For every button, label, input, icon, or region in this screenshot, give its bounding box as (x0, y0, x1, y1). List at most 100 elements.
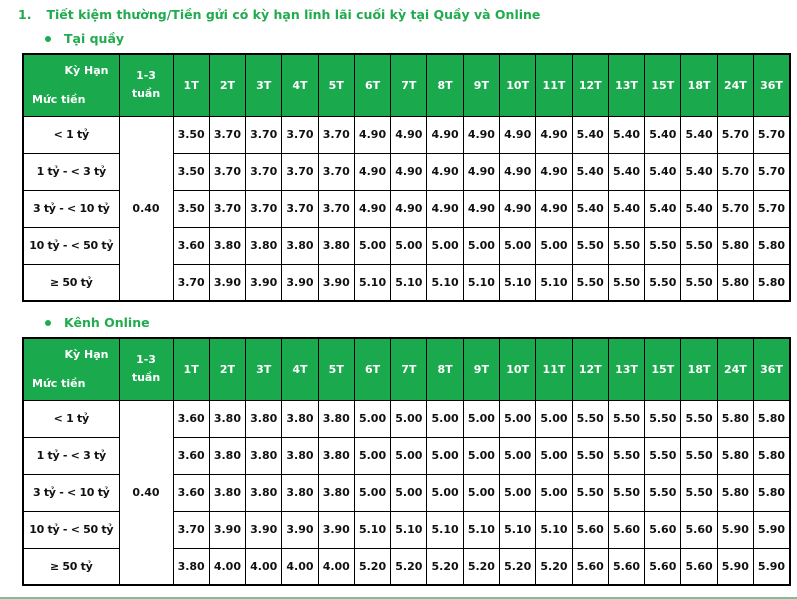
table-row: ≥ 50 tỷ 3.80 4.00 4.00 4.00 4.00 5.20 5.20 5.20 5… (22, 547, 791, 586)
term-column-header: 11T (535, 53, 573, 117)
rate-cell: 5.40 (680, 189, 718, 228)
rate-cell: 3.60 (172, 473, 210, 512)
rate-cell: 5.20 (499, 547, 537, 586)
term-column-header: 11T (535, 337, 573, 401)
amount-tier-label: ≥ 50 tỷ (22, 547, 120, 586)
term-column-header: 4T (281, 53, 319, 117)
rate-cell: 3.70 (317, 189, 355, 228)
rate-cell: 5.00 (390, 436, 428, 475)
term-column-header: 15T (644, 53, 682, 117)
rate-cell: 5.20 (426, 547, 464, 586)
rate-cell: 5.40 (571, 152, 609, 191)
rate-cell: 5.10 (499, 263, 537, 302)
rate-cell: 5.60 (607, 547, 646, 586)
rate-cell: 5.40 (680, 152, 718, 191)
rate-cell: 5.50 (571, 399, 609, 438)
week-column-header: 1-3 tuần (118, 337, 174, 401)
rate-cell: 3.70 (245, 152, 283, 191)
rate-cell: 3.80 (317, 436, 355, 475)
rate-cell: 5.70 (716, 189, 755, 228)
rate-cell: 3.70 (172, 510, 210, 549)
section-title: 1. Tiết kiệm thường/Tiền gửi có kỳ hạn l… (18, 7, 791, 22)
cropped-next-table-edge (0, 597, 797, 599)
rate-cell: 5.10 (353, 263, 392, 302)
table-row: 10 tỷ - < 50 tỷ 3.60 3.80 3.80 3.80 3.80 5.00 5… (22, 226, 791, 265)
rate-cell: 3.80 (245, 436, 283, 475)
rate-cell: 5.00 (499, 399, 537, 438)
rate-cell: 5.10 (390, 263, 428, 302)
amount-tier-label: 3 tỷ - < 10 tỷ (22, 189, 120, 228)
term-column-header: 18T (680, 337, 718, 401)
rate-cell: 5.00 (353, 399, 392, 438)
rate-cell: 5.10 (535, 510, 573, 549)
rate-cell: 4.90 (390, 152, 428, 191)
rate-cell: 5.10 (535, 263, 573, 302)
rate-cell: 3.90 (208, 263, 247, 302)
amount-tier-label: < 1 tỷ (22, 399, 120, 438)
rate-cell: 5.00 (535, 436, 573, 475)
rate-cell: 5.50 (607, 263, 646, 302)
table-row: 1 tỷ - < 3 tỷ 3.50 3.70 3.70 3.70 3.70 4.90 4.9… (22, 152, 791, 191)
rate-cell: 5.60 (644, 547, 682, 586)
rate-cell: 5.00 (426, 226, 464, 265)
rate-cell: 4.00 (317, 547, 355, 586)
rate-cell: 5.60 (680, 510, 718, 549)
rate-cell: 5.00 (353, 226, 392, 265)
rate-cell: 5.70 (716, 152, 755, 191)
rate-cell: 4.90 (462, 152, 501, 191)
rate-cell: 5.50 (680, 226, 718, 265)
rate-cell: 3.70 (317, 115, 355, 154)
rate-cell: 5.20 (390, 547, 428, 586)
rate-cell: 4.90 (499, 115, 537, 154)
rate-cell: 5.80 (716, 473, 755, 512)
term-column-header: 36T (753, 337, 791, 401)
term-column-header: 3T (245, 53, 283, 117)
rate-cell: 4.90 (390, 189, 428, 228)
rate-cell: 5.00 (353, 436, 392, 475)
rate-cell: 3.80 (281, 399, 319, 438)
rate-cell: 5.90 (716, 547, 755, 586)
rate-cell: 3.70 (208, 152, 247, 191)
rate-cell: 5.90 (716, 510, 755, 549)
rate-cell: 5.50 (607, 436, 646, 475)
rate-cell: 5.80 (753, 436, 791, 475)
rate-cell: 4.90 (499, 152, 537, 191)
rate-cell: 5.80 (716, 399, 755, 438)
rate-cell: 4.90 (462, 189, 501, 228)
table-row: < 1 tỷ 0.40 3.50 3.70 3.70 3.70 3.70 4.90 4.90 4.… (22, 115, 791, 302)
term-column-header: 12T (571, 337, 609, 401)
rate-cell: 3.80 (245, 399, 283, 438)
week-rate-cell: 0.40 (118, 115, 174, 302)
table-row: 10 tỷ - < 50 tỷ 3.70 3.90 3.90 3.90 3.90 5.10 5… (22, 510, 791, 549)
rate-cell: 4.90 (535, 189, 573, 228)
rate-cell: 3.80 (245, 226, 283, 265)
rate-cell: 5.20 (462, 547, 501, 586)
rate-cell: 5.80 (716, 263, 755, 302)
rate-cell: 5.50 (644, 263, 682, 302)
rate-cell: 5.50 (680, 399, 718, 438)
rate-cell: 5.50 (571, 263, 609, 302)
rate-cell: 5.00 (535, 473, 573, 512)
amount-tier-label: 1 tỷ - < 3 tỷ (22, 436, 120, 475)
rate-cell: 5.20 (353, 547, 392, 586)
rate-cell: 3.80 (208, 399, 247, 438)
week-column-header: 1-3 tuần (118, 53, 174, 117)
term-column-header: 9T (462, 53, 501, 117)
rate-cell: 5.90 (753, 547, 791, 586)
rate-cell: 4.90 (535, 152, 573, 191)
rate-cell: 4.90 (462, 115, 501, 154)
rate-cell: 5.00 (390, 226, 428, 265)
rate-cell: 5.80 (753, 473, 791, 512)
term-column-header: 1T (172, 337, 210, 401)
rate-cell: 4.90 (426, 189, 464, 228)
rate-cell: 5.00 (499, 436, 537, 475)
rate-cell: 5.40 (607, 189, 646, 228)
counter-section-header: Tại quầy (45, 31, 791, 46)
rate-cell: 5.10 (499, 510, 537, 549)
rate-cell: 3.60 (172, 399, 210, 438)
table-row: 3 tỷ - < 10 tỷ 3.50 3.70 3.70 3.70 3.70 4.90 4.… (22, 189, 791, 228)
rate-cell: 5.50 (571, 436, 609, 475)
rate-cell: 5.80 (716, 436, 755, 475)
rate-cell: 5.70 (753, 115, 791, 154)
rate-cell: 5.40 (644, 115, 682, 154)
